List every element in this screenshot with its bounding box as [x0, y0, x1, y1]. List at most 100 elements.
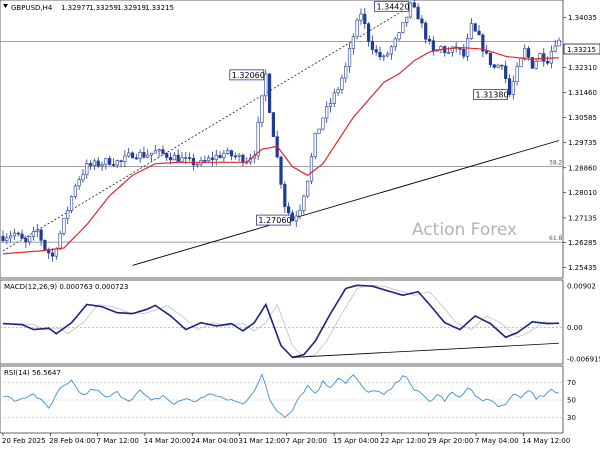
candle-body: [408, 2, 413, 18]
candle-body: [85, 163, 89, 176]
candle-body: [492, 64, 496, 68]
price-tick-label: 1.25435: [568, 264, 597, 272]
candle-body: [50, 252, 55, 257]
price-label-text: 1.32060: [232, 71, 265, 80]
candle-body: [473, 23, 477, 32]
candle-body: [58, 233, 62, 250]
candles: [1, 0, 561, 262]
candle-body: [39, 229, 43, 241]
time-tick-label: 22 Apr 12:00: [380, 437, 426, 445]
candle-body: [260, 95, 264, 123]
macd-label: MACD(12,26,9) 0.000763 0.000723: [4, 283, 128, 291]
rsi-line: [2, 373, 560, 419]
candle-body: [309, 156, 314, 182]
time-axis: 20 Feb 2025 28 Feb 04:00 7 Mar 12:00 14 Mar…: [2, 433, 570, 445]
macd-slow-line: [3, 284, 560, 358]
current-price-badge: 1.33215: [563, 43, 600, 55]
candle-body: [481, 34, 485, 52]
candle-body: [469, 23, 474, 39]
candle-body: [203, 160, 207, 162]
rsi-label: RSI(14) 56.5647: [4, 369, 61, 377]
candle-body: [222, 153, 226, 158]
candle-body: [81, 174, 85, 181]
candle-body: [287, 206, 291, 214]
candle-body: [424, 22, 428, 40]
candle-body: [542, 53, 546, 62]
price-tick-label: 1.26285: [568, 239, 597, 247]
time-tick-label: 15 Apr 04:00: [333, 437, 379, 445]
candle-body: [306, 180, 310, 197]
candle-body: [153, 150, 157, 154]
candle-body: [328, 102, 333, 107]
candle-body: [157, 149, 161, 152]
candle-body: [149, 152, 154, 156]
candle-body: [538, 53, 542, 62]
candle-body: [450, 46, 454, 53]
candle-body: [69, 196, 74, 211]
svg-text:1.33215: 1.33215: [567, 46, 596, 54]
candle-body: [386, 53, 390, 57]
candle-body: [496, 64, 500, 68]
candle-body: [16, 232, 20, 235]
ohlc-close: 1.33215: [145, 4, 174, 12]
price-axis: 1.34035 1.32310 1.31460 1.30585 1.29735 1.288…: [563, 14, 597, 272]
chart-header: GBPUSD,H4 1.32977 1.33259 1.32919 1.3321…: [3, 4, 174, 12]
price-label-box: [256, 214, 291, 226]
price-tick-label: 1.30585: [568, 114, 597, 122]
time-tick-label: 29 Apr 20:00: [428, 437, 474, 445]
candle-body: [504, 65, 508, 79]
candle-body: [431, 40, 435, 52]
candle-body: [427, 38, 432, 41]
candle-body: [130, 152, 135, 159]
candle-body: [351, 36, 355, 49]
price-tick-label: 1.32310: [568, 64, 597, 72]
fib-level-label: 61.8: [549, 235, 563, 242]
candle-body: [210, 157, 215, 160]
ohlc-low: 1.32919: [117, 4, 146, 12]
trendline: [132, 140, 560, 266]
candle-body: [557, 39, 561, 47]
watermark: Action Forex: [412, 220, 517, 240]
candle-body: [134, 157, 138, 160]
ohlc-high: 1.33259: [89, 4, 118, 12]
candle-body: [271, 112, 275, 137]
candle-body: [28, 236, 32, 243]
candle-body: [477, 30, 481, 36]
candle-body: [317, 128, 321, 134]
candle-body: [412, 2, 416, 8]
candle-body: [519, 57, 523, 68]
candle-body: [347, 48, 352, 67]
candle-body: [302, 195, 306, 211]
dropdown-triangle-icon[interactable]: [3, 4, 8, 8]
candle-body: [378, 51, 382, 58]
time-tick-label: 7 May 04:00: [475, 437, 519, 445]
candle-body: [96, 160, 100, 167]
candle-body: [142, 152, 146, 158]
time-tick-label: 14 Mar 20:00: [144, 437, 191, 445]
candle-body: [237, 154, 241, 157]
time-tick-label: 7 Mar 12:00: [97, 437, 139, 445]
candle-body: [35, 229, 39, 232]
candle-body: [218, 155, 222, 158]
fib-level-label: 38.2: [549, 160, 563, 167]
candle-body: [214, 155, 218, 160]
candle-body: [5, 237, 9, 241]
candle-body: [393, 38, 397, 48]
candle-body: [62, 217, 66, 234]
candle-body: [77, 179, 81, 187]
candle-body: [359, 13, 363, 21]
candle-body: [111, 164, 116, 166]
symbol-label: GBPUSD,H4: [11, 4, 53, 12]
candle-body: [298, 210, 302, 217]
candle-body: [523, 48, 527, 59]
candle-body: [374, 49, 378, 53]
candle-body: [370, 41, 374, 50]
price-label-text: 1.34420: [376, 2, 409, 11]
candle-body: [416, 6, 420, 20]
candle-body: [397, 32, 401, 40]
candle-body: [526, 48, 531, 58]
candle-body: [188, 157, 192, 159]
candle-body: [313, 132, 317, 157]
candle-body: [165, 153, 169, 158]
candle-body: [534, 60, 538, 69]
